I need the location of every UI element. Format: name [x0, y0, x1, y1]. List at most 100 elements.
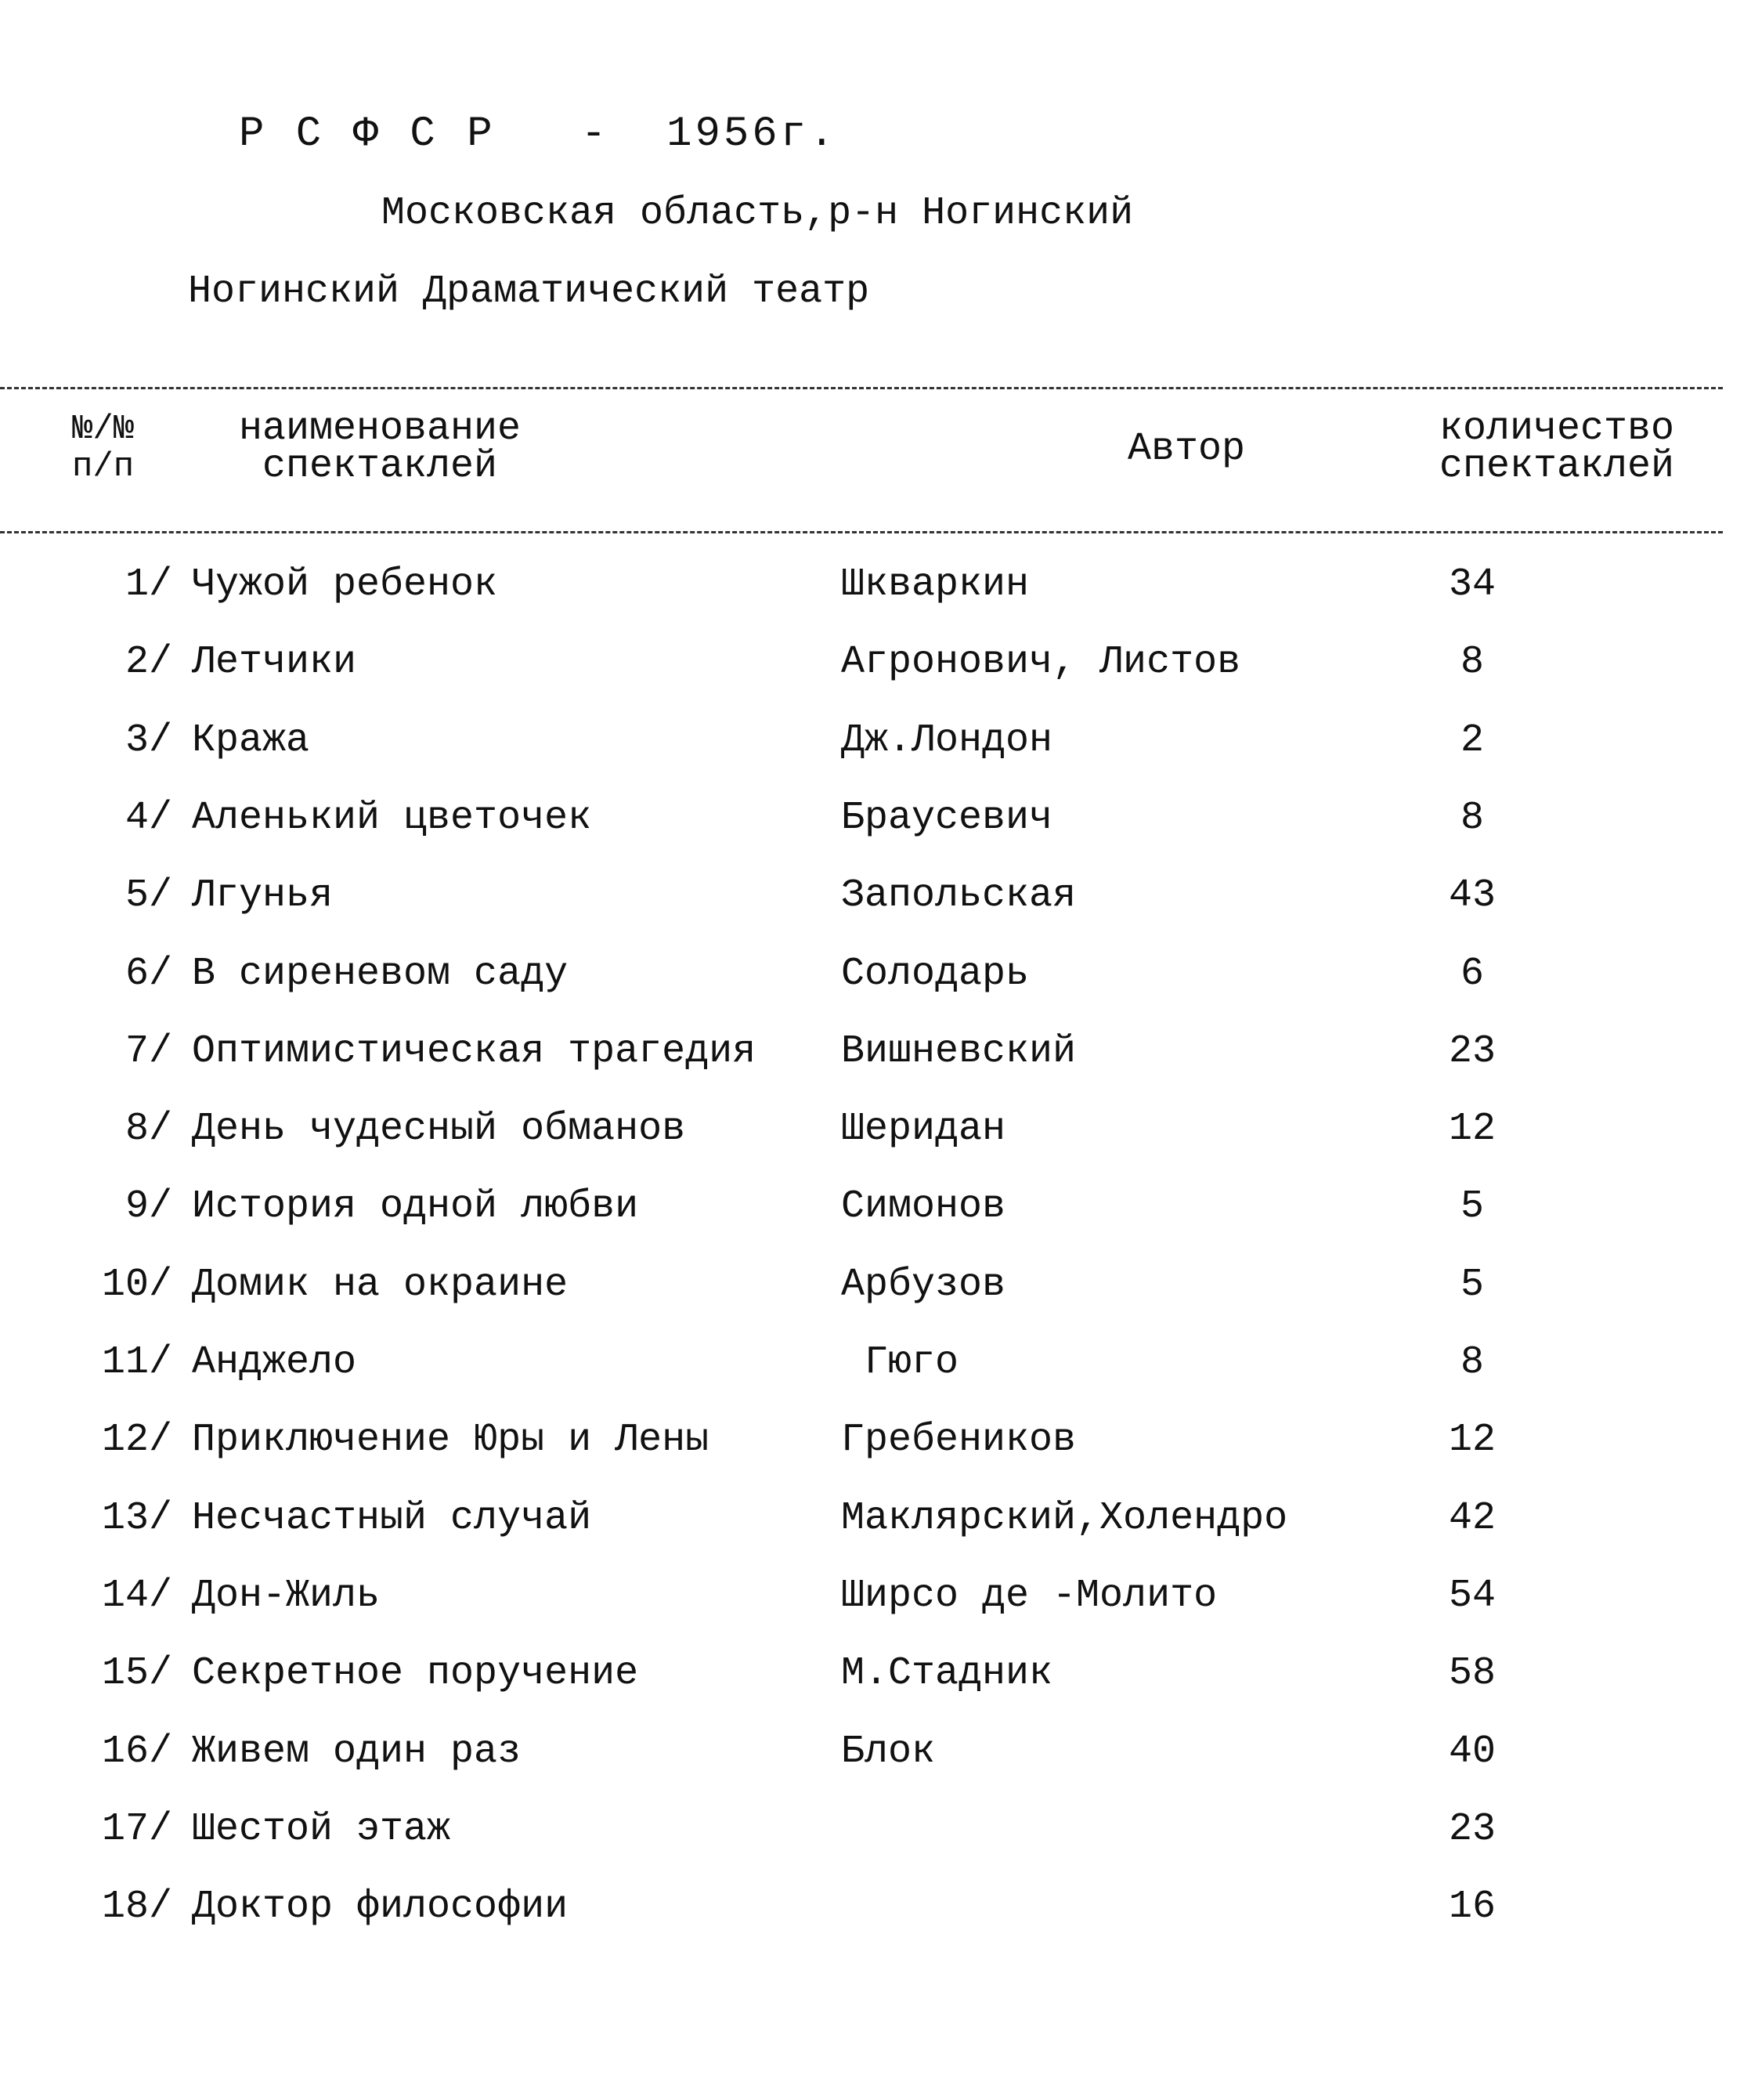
play-title: Домик на окраине [192, 1262, 569, 1307]
table-row: 7/Оптимистическая трагедия Вишневский 23 [0, 1032, 1751, 1079]
col-title-line1: наименование [239, 407, 522, 451]
play-author: Шкваркин [841, 562, 1030, 607]
performance-count: 6 [1460, 951, 1484, 996]
table-row: 6/В сиреневом саду Солодарь 6 [0, 951, 1751, 1002]
play-title: Оптимистическая трагедия [192, 1028, 756, 1074]
row-number: 1/ [125, 562, 172, 607]
row-number: 16/ [101, 1729, 172, 1774]
table-row: 13/Несчастный случай Маклярский,Холендро 4… [0, 1495, 1751, 1546]
row-number: 13/ [101, 1495, 172, 1541]
performance-count: 5 [1460, 1184, 1484, 1230]
performance-count: 23 [1448, 1806, 1496, 1852]
row-number: 12/ [101, 1418, 172, 1463]
performance-count: 42 [1448, 1495, 1496, 1541]
col-num-line1: №/№ [72, 410, 135, 449]
table-row: 14/Дон-Жиль Ширсо де -Молито 54 [0, 1573, 1751, 1624]
play-title: История одной любви [192, 1184, 639, 1230]
play-author: Ширсо де -Молито [841, 1573, 1218, 1618]
table-row: 1/Чужой ребенок Шкваркин 34 [0, 566, 1751, 613]
play-author: Гюго [841, 1340, 959, 1385]
table-top-rule [0, 387, 1723, 389]
row-number: 4/ [125, 795, 172, 840]
performance-count: 8 [1460, 1340, 1484, 1385]
performance-count: 34 [1448, 562, 1496, 607]
table-row: 18/Доктор философии 16 [0, 1888, 1751, 1935]
play-title: Несчастный случай [192, 1495, 592, 1541]
row-number: 14/ [101, 1573, 172, 1618]
play-author: Дж.Лондон [841, 717, 1053, 763]
play-author: Маклярский,Холендро [841, 1495, 1288, 1541]
table-row: 10/Домик на окраине Арбузов 5 [0, 1262, 1751, 1313]
play-author: Солодарь [841, 951, 1030, 996]
table-row: 4/Аленький цветочек Браусевич 8 [0, 795, 1751, 846]
col-author: Автор [1128, 427, 1246, 472]
row-number: 10/ [101, 1262, 172, 1307]
performance-count: 2 [1460, 717, 1484, 763]
row-number: 8/ [125, 1107, 172, 1152]
play-title: В сиреневом саду [192, 951, 569, 996]
row-number: 9/ [125, 1184, 172, 1230]
table-header-rule [0, 531, 1723, 533]
performance-count: 54 [1448, 1573, 1496, 1618]
performance-count: 12 [1448, 1107, 1496, 1152]
play-author: Вишневский [841, 1028, 1077, 1074]
col-count-line1: количество [1439, 407, 1675, 451]
col-num-line2: п/п [72, 447, 135, 486]
play-author: Арбузов [841, 1262, 1006, 1307]
row-number: 5/ [125, 873, 172, 919]
table-row: 3/Кража Дж.Лондон 2 [0, 721, 1751, 768]
play-title: Летчики [192, 640, 357, 685]
table-row: 17/Шестой этаж 23 [0, 1806, 1751, 1857]
play-title: Чужой ребенок [192, 562, 498, 607]
row-number: 3/ [125, 717, 172, 763]
play-title: День чудесный обманов [192, 1107, 686, 1152]
row-number: 15/ [101, 1651, 172, 1697]
theatre-name: Ногинский Драматический театр [188, 269, 870, 314]
row-number: 2/ [125, 640, 172, 685]
table-row: 15/Секретное поручение М.Стадник 58 [0, 1654, 1751, 1701]
play-title: Лгунья [192, 873, 334, 919]
play-title: Живем один раз [192, 1729, 522, 1774]
row-number: 7/ [125, 1028, 172, 1074]
performance-count: 16 [1448, 1885, 1496, 1930]
table-row: 5/Лгунья Запольская 43 [0, 877, 1751, 923]
performance-count: 40 [1448, 1729, 1496, 1774]
play-title: Кража [192, 717, 310, 763]
row-number: 11/ [101, 1340, 172, 1385]
performance-count: 5 [1460, 1262, 1484, 1307]
table-row: 16/Живем один раз Блок 40 [0, 1729, 1751, 1780]
play-author: М.Стадник [841, 1651, 1053, 1697]
table-row: 12/Приключение Юры и Лены Гребеников 12 [0, 1421, 1751, 1468]
play-title: Секретное поручение [192, 1651, 639, 1697]
performance-count: 8 [1460, 795, 1484, 840]
play-author: Запольская [841, 873, 1077, 919]
table-row: 8/День чудесный обманов Шеридан 12 [0, 1110, 1751, 1157]
play-title: Шестой этаж [192, 1806, 451, 1852]
play-title: Дон-Жиль [192, 1573, 381, 1618]
play-author: Шеридан [841, 1107, 1006, 1152]
play-title: Доктор философии [192, 1885, 569, 1930]
col-title-line2: спектаклей [262, 444, 498, 489]
play-author: Агронович, Листов [841, 640, 1241, 685]
col-count-line2: спектаклей [1439, 444, 1675, 489]
document-heading: Р С Ф С Р - 1956г. [239, 110, 838, 158]
play-title: Анджело [192, 1340, 357, 1385]
table-row: 2/Летчики Агронович, Листов 8 [0, 643, 1751, 690]
performance-count: 43 [1448, 873, 1496, 919]
performance-count: 58 [1448, 1651, 1496, 1697]
region-line: Московская область,р-н Ногинский [381, 191, 1134, 236]
performance-count: 8 [1460, 640, 1484, 685]
row-number: 18/ [101, 1885, 172, 1930]
play-author: Симонов [841, 1184, 1006, 1230]
play-author: Гребеников [841, 1418, 1077, 1463]
performance-count: 12 [1448, 1418, 1496, 1463]
performance-count: 23 [1448, 1028, 1496, 1074]
row-number: 17/ [101, 1806, 172, 1852]
play-title: Аленький цветочек [192, 795, 592, 840]
play-author: Блок [841, 1729, 936, 1774]
play-title: Приключение Юры и Лены [192, 1418, 709, 1463]
play-author: Браусевич [841, 795, 1053, 840]
row-number: 6/ [125, 951, 172, 996]
table-row: 11/Анджело Гюго 8 [0, 1343, 1751, 1390]
table-row: 9/История одной любви Симонов 5 [0, 1187, 1751, 1234]
